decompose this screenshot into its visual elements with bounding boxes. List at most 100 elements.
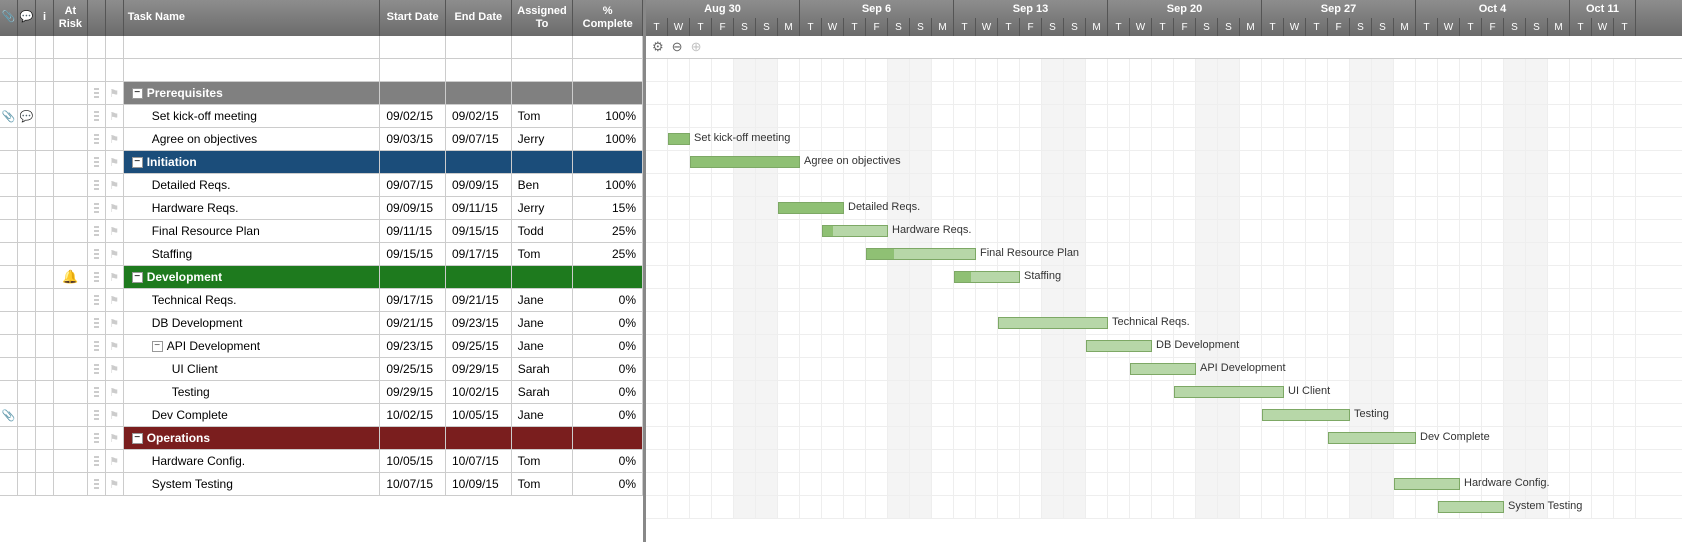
pct-complete-cell[interactable]: 0% <box>573 358 643 380</box>
row-menu-icon[interactable] <box>94 203 99 213</box>
end-date-cell[interactable]: 09/17/15 <box>446 243 512 265</box>
start-date-cell[interactable]: 09/07/15 <box>380 174 446 196</box>
flag-icon[interactable]: ⚑ <box>109 386 119 399</box>
assigned-to-cell[interactable]: Tom <box>512 473 574 495</box>
flag-icon[interactable]: ⚑ <box>109 202 119 215</box>
task-name-cell[interactable]: Detailed Reqs. <box>124 174 381 196</box>
gantt-bar[interactable] <box>866 248 976 260</box>
attachment-icon[interactable]: 📎 <box>2 409 16 422</box>
pct-complete-cell[interactable]: 0% <box>573 312 643 334</box>
group-row[interactable]: ⚑−Initiation <box>0 151 643 174</box>
task-name-cell[interactable]: Hardware Reqs. <box>124 197 381 219</box>
row-menu-icon[interactable] <box>94 226 99 236</box>
zoom-in-icon[interactable]: ⊕ <box>691 39 702 55</box>
assigned-to-cell[interactable]: Jane <box>512 335 574 357</box>
task-row[interactable]: 📎💬⚑Set kick-off meeting09/02/1509/02/15T… <box>0 105 643 128</box>
end-date-cell[interactable] <box>446 266 512 288</box>
flag-icon[interactable]: ⚑ <box>109 409 119 422</box>
task-row[interactable]: ⚑DB Development09/21/1509/23/15Jane0% <box>0 312 643 335</box>
blank-row[interactable] <box>0 36 643 59</box>
collapse-icon[interactable]: − <box>132 433 143 444</box>
start-date-cell[interactable]: 09/09/15 <box>380 197 446 219</box>
end-date-cell[interactable]: 10/02/15 <box>446 381 512 403</box>
row-menu-icon[interactable] <box>94 387 99 397</box>
start-date-cell[interactable] <box>380 266 446 288</box>
start-date-cell[interactable]: 10/05/15 <box>380 450 446 472</box>
gantt-bar[interactable] <box>1130 363 1196 375</box>
task-name-cell[interactable]: Dev Complete <box>124 404 381 426</box>
pct-complete-cell[interactable]: 100% <box>573 128 643 150</box>
gantt-bar[interactable] <box>998 317 1108 329</box>
assigned-to-cell[interactable]: Tom <box>512 243 574 265</box>
start-date-cell[interactable] <box>380 82 446 104</box>
blank-row[interactable] <box>0 59 643 82</box>
row-menu-icon[interactable] <box>94 433 99 443</box>
pct-complete-cell[interactable]: 25% <box>573 243 643 265</box>
collapse-icon[interactable]: − <box>132 88 143 99</box>
row-menu-icon[interactable] <box>94 180 99 190</box>
group-row[interactable]: ⚑−Operations <box>0 427 643 450</box>
task-row[interactable]: ⚑System Testing10/07/1510/09/15Tom0% <box>0 473 643 496</box>
flag-icon[interactable]: ⚑ <box>109 110 119 123</box>
pct-complete-cell[interactable]: 0% <box>573 381 643 403</box>
gantt-bar[interactable] <box>1086 340 1152 352</box>
task-name-cell[interactable]: −Prerequisites <box>124 82 381 104</box>
start-date-cell[interactable]: 09/21/15 <box>380 312 446 334</box>
assigned-to-cell[interactable]: Todd <box>512 220 574 242</box>
flag-icon[interactable]: ⚑ <box>109 156 119 169</box>
task-name-cell[interactable]: Agree on objectives <box>124 128 381 150</box>
task-row[interactable]: ⚑Staffing09/15/1509/17/15Tom25% <box>0 243 643 266</box>
end-date-cell[interactable] <box>446 82 512 104</box>
task-row[interactable]: ⚑−API Development09/23/1509/25/15Jane0% <box>0 335 643 358</box>
row-menu-icon[interactable] <box>94 272 99 282</box>
pct-complete-cell[interactable] <box>573 266 643 288</box>
row-menu-icon[interactable] <box>94 111 99 121</box>
pct-complete-cell[interactable]: 0% <box>573 289 643 311</box>
task-name-cell[interactable]: Final Resource Plan <box>124 220 381 242</box>
pct-complete-cell[interactable]: 15% <box>573 197 643 219</box>
task-name-cell[interactable]: Testing <box>124 381 381 403</box>
end-date-cell[interactable]: 09/29/15 <box>446 358 512 380</box>
start-date-cell[interactable] <box>380 36 446 58</box>
col-comment-icon[interactable]: 💬 <box>18 0 36 36</box>
col-info[interactable]: i <box>36 0 54 36</box>
start-date-cell[interactable] <box>380 427 446 449</box>
assigned-to-cell[interactable]: Jerry <box>512 197 574 219</box>
gantt-bar[interactable] <box>668 133 690 145</box>
assigned-to-cell[interactable]: Jane <box>512 289 574 311</box>
assigned-to-cell[interactable]: Sarah <box>512 381 574 403</box>
assigned-to-cell[interactable] <box>512 82 574 104</box>
pct-complete-cell[interactable]: 0% <box>573 473 643 495</box>
row-menu-icon[interactable] <box>94 295 99 305</box>
col-end-date[interactable]: End Date <box>446 0 512 36</box>
start-date-cell[interactable]: 09/02/15 <box>380 105 446 127</box>
assigned-to-cell[interactable]: Ben <box>512 174 574 196</box>
end-date-cell[interactable] <box>446 427 512 449</box>
col-attachment-icon[interactable]: 📎 <box>0 0 18 36</box>
assigned-to-cell[interactable] <box>512 59 574 81</box>
pct-complete-cell[interactable]: 0% <box>573 404 643 426</box>
end-date-cell[interactable]: 09/15/15 <box>446 220 512 242</box>
col-start-date[interactable]: Start Date <box>380 0 446 36</box>
flag-icon[interactable]: ⚑ <box>109 133 119 146</box>
row-menu-icon[interactable] <box>94 318 99 328</box>
start-date-cell[interactable]: 10/02/15 <box>380 404 446 426</box>
pct-complete-cell[interactable] <box>573 82 643 104</box>
flag-icon[interactable]: ⚑ <box>109 478 119 491</box>
pct-complete-cell[interactable] <box>573 59 643 81</box>
end-date-cell[interactable]: 09/23/15 <box>446 312 512 334</box>
flag-icon[interactable]: ⚑ <box>109 363 119 376</box>
zoom-out-icon[interactable]: ⊖ <box>672 39 683 55</box>
end-date-cell[interactable]: 09/21/15 <box>446 289 512 311</box>
task-row[interactable]: ⚑UI Client09/25/1509/29/15Sarah0% <box>0 358 643 381</box>
start-date-cell[interactable] <box>380 151 446 173</box>
task-row[interactable]: ⚑Final Resource Plan09/11/1509/15/15Todd… <box>0 220 643 243</box>
task-row[interactable]: ⚑Hardware Config.10/05/1510/07/15Tom0% <box>0 450 643 473</box>
flag-icon[interactable]: ⚑ <box>109 248 119 261</box>
gear-icon[interactable]: ⚙ <box>652 39 664 55</box>
task-name-cell[interactable] <box>124 36 381 58</box>
pct-complete-cell[interactable]: 0% <box>573 450 643 472</box>
task-name-cell[interactable]: −API Development <box>124 335 381 357</box>
end-date-cell[interactable]: 09/02/15 <box>446 105 512 127</box>
pct-complete-cell[interactable]: 100% <box>573 174 643 196</box>
